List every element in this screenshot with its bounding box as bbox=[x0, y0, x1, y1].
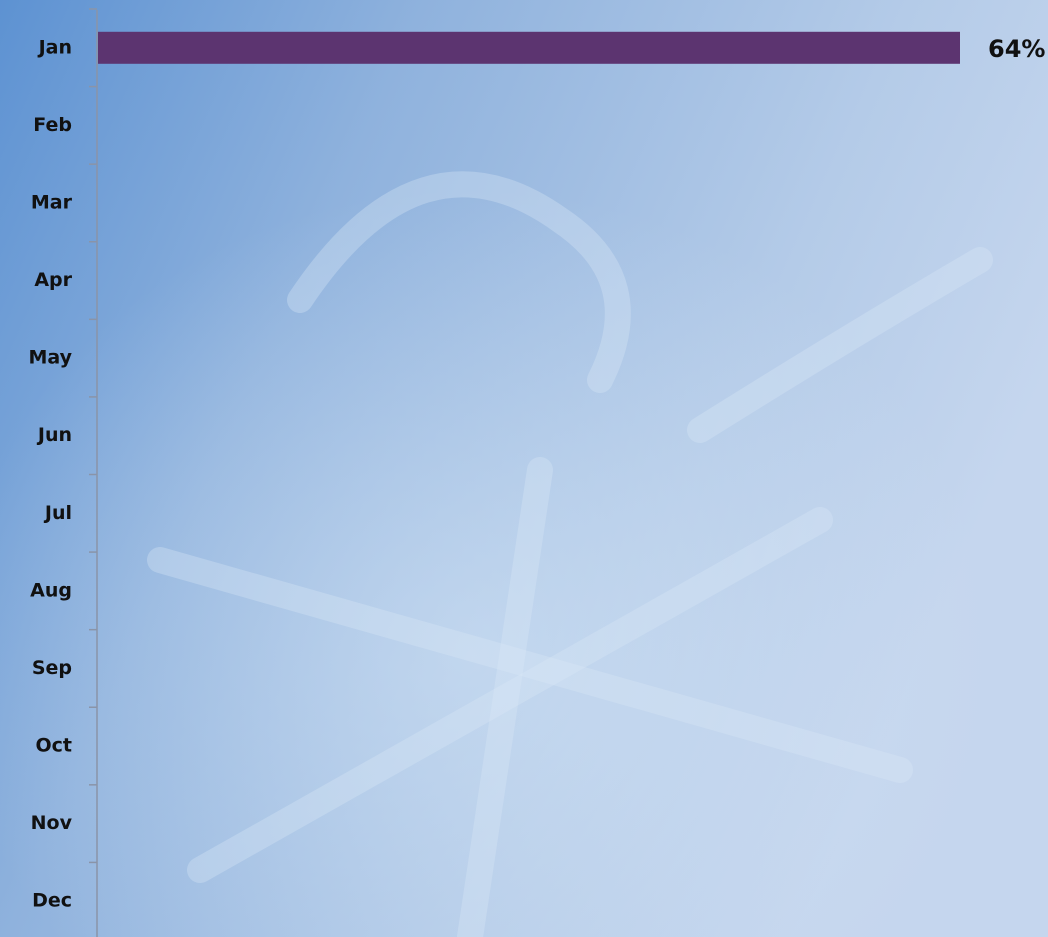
category-label: Feb bbox=[33, 114, 72, 136]
background-glow bbox=[0, 0, 1048, 937]
category-label: Dec bbox=[32, 890, 72, 912]
category-label: Apr bbox=[34, 269, 72, 291]
category-label: Oct bbox=[36, 735, 73, 757]
category-label: Nov bbox=[31, 812, 73, 834]
category-label: Jan bbox=[37, 36, 72, 58]
category-label: Sep bbox=[32, 657, 72, 679]
page: {"chart_data": {"type": "bar", "orientat… bbox=[0, 0, 1048, 937]
bar bbox=[98, 32, 960, 64]
category-label: Aug bbox=[30, 579, 72, 601]
category-label: Jun bbox=[36, 424, 72, 446]
category-label: Jul bbox=[43, 502, 72, 524]
category-label: Mar bbox=[31, 191, 73, 213]
category-label: May bbox=[28, 347, 72, 369]
chart: Jan 64% Feb Mar Apr May Jun Jul Aug Sep Oct Nov Dec bbox=[0, 0, 1048, 937]
value-label: 64% bbox=[988, 35, 1045, 63]
